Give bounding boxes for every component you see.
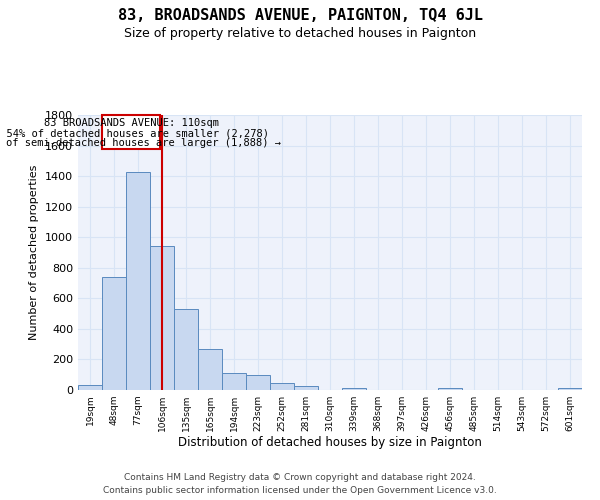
Bar [78, 386, 102, 390]
Bar [174, 309, 198, 390]
Bar [222, 373, 246, 390]
Bar [102, 115, 160, 149]
Bar [150, 246, 174, 390]
Bar [126, 172, 150, 390]
Bar [558, 388, 582, 390]
Text: Contains HM Land Registry data © Crown copyright and database right 2024.
Contai: Contains HM Land Registry data © Crown c… [103, 474, 497, 495]
Bar [294, 386, 318, 390]
Text: Distribution of detached houses by size in Paignton: Distribution of detached houses by size … [178, 436, 482, 449]
Text: 83 BROADSANDS AVENUE: 110sqm: 83 BROADSANDS AVENUE: 110sqm [44, 118, 218, 128]
Bar [270, 383, 294, 390]
Y-axis label: Number of detached properties: Number of detached properties [29, 165, 40, 340]
Text: ← 54% of detached houses are smaller (2,278): ← 54% of detached houses are smaller (2,… [0, 128, 269, 138]
Bar [246, 374, 270, 390]
Bar [102, 277, 126, 390]
Bar [198, 349, 222, 390]
Bar [438, 388, 462, 390]
Text: 45% of semi-detached houses are larger (1,888) →: 45% of semi-detached houses are larger (… [0, 138, 281, 148]
Bar [342, 388, 366, 390]
Text: Size of property relative to detached houses in Paignton: Size of property relative to detached ho… [124, 28, 476, 40]
Text: 83, BROADSANDS AVENUE, PAIGNTON, TQ4 6JL: 83, BROADSANDS AVENUE, PAIGNTON, TQ4 6JL [118, 8, 482, 22]
